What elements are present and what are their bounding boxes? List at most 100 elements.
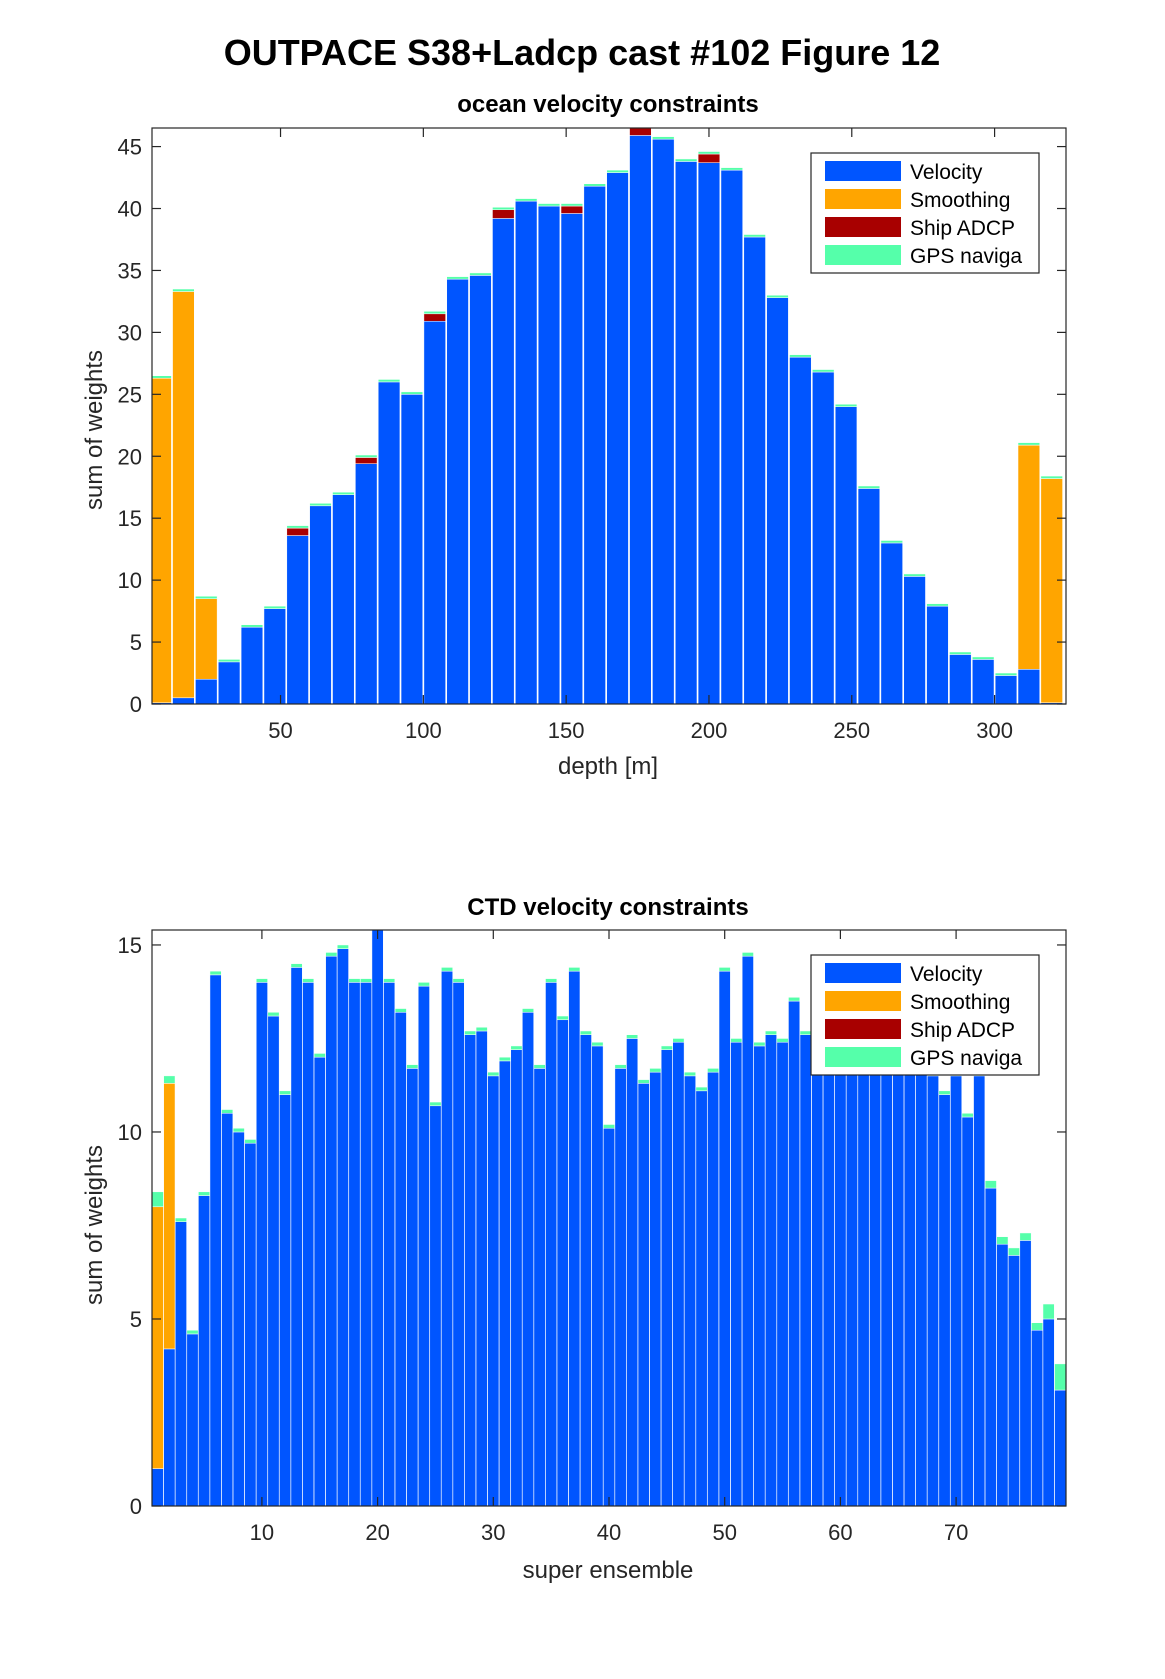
bar-gps-naviga bbox=[537, 203, 561, 207]
bar-velocity bbox=[926, 605, 949, 704]
x-tick-label: 150 bbox=[548, 718, 585, 743]
bar-velocity bbox=[1008, 1255, 1020, 1506]
bar-velocity bbox=[637, 1083, 650, 1506]
legend: Velocity Smoothing Ship ADCP GPS naviga bbox=[810, 152, 1040, 274]
figure-title: OUTPACE S38+Ladcp cast #102 Figure 12 bbox=[224, 32, 941, 73]
y-tick-label: 10 bbox=[118, 568, 142, 593]
bar-gps-naviga bbox=[765, 1030, 777, 1035]
bar-velocity bbox=[961, 1116, 974, 1506]
bar-velocity bbox=[537, 205, 561, 704]
bar-gps-naviga bbox=[606, 169, 629, 173]
bar-smoothing bbox=[152, 377, 172, 704]
bar-ship-adcp bbox=[355, 457, 378, 464]
bar-velocity bbox=[626, 1038, 639, 1506]
bar-gps-naviga bbox=[1031, 1322, 1043, 1331]
bar-velocity bbox=[1054, 1389, 1066, 1506]
bar-gps-naviga bbox=[1042, 1303, 1055, 1320]
bar-velocity bbox=[423, 320, 446, 704]
bar-velocity bbox=[355, 463, 378, 704]
legend-swatch bbox=[825, 1019, 901, 1039]
bar-gps-naviga bbox=[583, 183, 606, 187]
bar-velocity bbox=[730, 1041, 743, 1506]
y-tick-label: 15 bbox=[118, 933, 142, 958]
bar-smoothing bbox=[172, 291, 195, 699]
bar-velocity bbox=[371, 930, 384, 1506]
legend-label: Ship ADCP bbox=[910, 217, 1015, 240]
x-tick-label: 50 bbox=[712, 1520, 736, 1545]
bar-velocity bbox=[172, 697, 195, 704]
bar-gps-naviga bbox=[441, 967, 453, 972]
bar-gps-naviga bbox=[1017, 442, 1040, 446]
x-tick-label: 20 bbox=[365, 1520, 389, 1545]
bar-gps-naviga bbox=[812, 369, 835, 373]
bar-gps-naviga bbox=[660, 1045, 673, 1050]
y-tick-label: 40 bbox=[118, 197, 142, 222]
bar-velocity bbox=[394, 1012, 407, 1506]
bar-velocity bbox=[152, 1468, 164, 1506]
bar-velocity bbox=[487, 1075, 500, 1506]
bar-velocity bbox=[441, 970, 453, 1506]
bar-velocity bbox=[406, 1068, 419, 1506]
bar-ship-adcp bbox=[629, 128, 652, 136]
bar-gps-naviga bbox=[279, 1090, 291, 1095]
bar-velocity bbox=[279, 1094, 291, 1506]
bar-gps-naviga bbox=[926, 603, 949, 607]
bar-velocity bbox=[498, 1060, 511, 1506]
bar-gps-naviga bbox=[545, 978, 558, 983]
bar-gps-naviga bbox=[175, 1217, 187, 1222]
bar-gps-naviga bbox=[522, 1008, 534, 1013]
bar-gps-naviga bbox=[591, 1041, 604, 1047]
y-tick-label: 15 bbox=[118, 506, 142, 531]
legend-label: Ship ADCP bbox=[910, 1019, 1015, 1042]
bar-velocity bbox=[302, 982, 315, 1506]
bar-ship-adcp bbox=[697, 153, 721, 163]
x-tick-label: 10 bbox=[250, 1520, 274, 1545]
x-tick-label: 50 bbox=[268, 718, 292, 743]
bar-velocity bbox=[583, 185, 606, 704]
bar-velocity bbox=[492, 218, 515, 704]
bar-velocity bbox=[927, 1075, 939, 1506]
bar-gps-naviga bbox=[186, 1329, 199, 1335]
bar-velocity bbox=[175, 1221, 187, 1506]
bar-velocity bbox=[1019, 1240, 1032, 1506]
bar-velocity bbox=[452, 982, 465, 1506]
bar-velocity bbox=[221, 1113, 234, 1506]
legend-label: Smoothing bbox=[910, 991, 1010, 1014]
bar-gps-naviga bbox=[475, 1026, 488, 1032]
bar-ship-adcp bbox=[286, 527, 309, 536]
bar-gps-naviga bbox=[309, 503, 332, 507]
bar-gps-naviga bbox=[487, 1071, 500, 1077]
bar-velocity bbox=[834, 406, 858, 704]
bar-velocity bbox=[788, 1000, 801, 1506]
bar-gps-naviga bbox=[198, 1191, 210, 1196]
bar-velocity bbox=[263, 608, 286, 704]
bar-velocity bbox=[649, 1071, 662, 1506]
axes-frame bbox=[151, 127, 1067, 705]
bar-velocity bbox=[195, 678, 218, 704]
bar-gps-naviga bbox=[766, 294, 789, 298]
bar-gps-naviga bbox=[464, 1030, 477, 1035]
bar-velocity bbox=[938, 1094, 951, 1506]
bar-velocity bbox=[765, 1034, 777, 1506]
bars bbox=[152, 930, 1066, 1506]
bar-velocity bbox=[522, 1012, 534, 1506]
bar-velocity bbox=[360, 982, 372, 1506]
bar-velocity bbox=[545, 982, 558, 1506]
legend-label: Smoothing bbox=[910, 189, 1010, 212]
bar-gps-naviga bbox=[400, 391, 424, 395]
bar-velocity bbox=[743, 236, 766, 704]
bar-velocity bbox=[417, 985, 430, 1506]
bar-gps-naviga bbox=[163, 1075, 176, 1084]
bar-velocity bbox=[163, 1348, 176, 1506]
bar-smoothing bbox=[1040, 478, 1063, 704]
bar-smoothing bbox=[195, 598, 218, 680]
chart-title: ocean velocity constraints bbox=[457, 91, 758, 118]
y-tick-label: 20 bbox=[118, 444, 142, 469]
bar-gps-naviga bbox=[355, 454, 378, 458]
bar-gps-naviga bbox=[614, 1064, 627, 1069]
bar-gps-naviga bbox=[649, 1068, 662, 1073]
bar-gps-naviga bbox=[325, 952, 338, 957]
bar-ship-adcp bbox=[560, 205, 583, 214]
legend-swatch bbox=[825, 1047, 901, 1067]
bar-smoothing bbox=[152, 1206, 164, 1469]
